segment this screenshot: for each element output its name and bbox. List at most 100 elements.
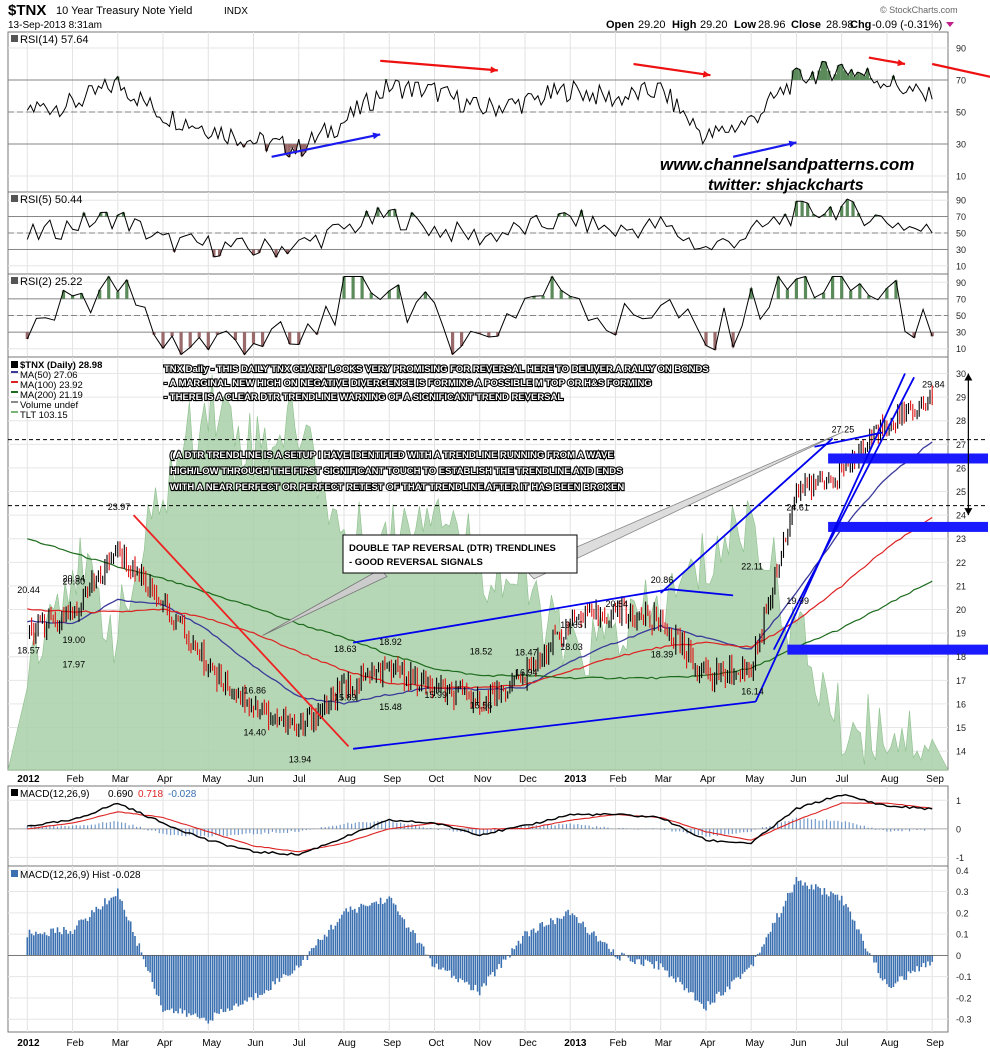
ytick-label: 10 — [956, 344, 966, 354]
ytick-label: 23 — [956, 534, 966, 544]
xaxis-month-label: Sep — [926, 1038, 944, 1049]
ytick-label: 16 — [956, 699, 966, 709]
rsi-legend-text: RSI(14) 57.64 — [20, 34, 88, 46]
ytick-label: 1 — [956, 796, 961, 806]
ytick-label: 30 — [956, 245, 966, 255]
macd-line-0 — [27, 793, 933, 856]
ytick-label: 10 — [956, 172, 966, 182]
header-svg: $TNX 10 Year Treasury Note Yield INDX 13… — [8, 2, 958, 31]
legend-swatch — [11, 381, 18, 383]
xaxis-month-label: 2013 — [564, 774, 587, 785]
xaxis-month-label: Feb — [67, 774, 85, 785]
price-point-label: 15.48 — [379, 702, 402, 712]
xaxis-month-label: Apr — [157, 1038, 173, 1049]
ytick-label: 26 — [956, 463, 966, 473]
ytick-label: 70 — [956, 294, 966, 304]
xaxis-month-label: Jun — [248, 774, 264, 785]
ytick-label: 25 — [956, 487, 966, 497]
price-point-label: 19.99 — [786, 596, 809, 606]
ytick-label: 19 — [956, 629, 966, 639]
chart-header: $TNX 10 Year Treasury Note Yield INDX 13… — [0, 0, 990, 32]
ytick-label: 0.3 — [956, 887, 969, 897]
price-point-label: 18.39 — [651, 650, 674, 660]
analysis-summary-line: TNX Daily - THIS DAILY TNX CHART LOOKS V… — [164, 364, 709, 375]
xaxis-month-label: Mar — [655, 1038, 673, 1049]
price-point-label: 18.03 — [560, 642, 583, 652]
xaxis-month-label: May — [202, 774, 221, 785]
chg-label: Chg — [850, 19, 871, 31]
ytick-label: 70 — [956, 212, 966, 222]
price-legend-item: MA(50) 27.06 — [20, 370, 78, 381]
price-point-label: 18.63 — [334, 644, 357, 654]
low-label: Low — [734, 19, 756, 31]
legend-swatch — [11, 411, 18, 413]
support-band-26 — [828, 453, 988, 464]
panel-frame-macd — [7, 785, 949, 867]
annotation-layer — [8, 56, 990, 750]
xaxis-month-label: Apr — [157, 774, 173, 785]
ytick-label: 10 — [956, 261, 966, 271]
divergence-arrow-red-head — [490, 66, 498, 74]
price-point-label: 22.11 — [741, 562, 763, 572]
ytick-label: -0.2 — [956, 993, 972, 1003]
hist-legend: MACD(12,26,9) Hist -0.028 — [11, 870, 141, 881]
divergence-arrow-blue-head — [788, 140, 797, 148]
xaxis-month-label: Feb — [609, 1038, 627, 1049]
divergence-arrow-blue-head — [372, 132, 381, 140]
arrow-up-icon — [964, 373, 973, 381]
open-label: Open — [606, 19, 634, 31]
price-point-label: 20.54 — [605, 599, 628, 609]
price-point-label: 18.52 — [470, 646, 493, 656]
xaxis-month-label: Jul — [836, 1038, 849, 1049]
macd-legend-item: 0.690 — [108, 789, 133, 800]
macd-legend-item: -0.028 — [168, 789, 197, 800]
xaxis-month-label: Sep — [383, 774, 401, 785]
symbol: $TNX — [8, 2, 46, 19]
blue-trendline — [352, 700, 756, 750]
ytick-label: 50 — [956, 229, 966, 239]
price-legend-item: $TNX (Daily) 28.98 — [20, 360, 102, 371]
price-point-label: 16.94 — [515, 668, 538, 678]
price-point-label: 24.61 — [786, 503, 809, 513]
xaxis-month-label: 2012 — [17, 774, 40, 785]
divergence-arrow-red-head — [897, 59, 906, 67]
price-point-label: 29.84 — [922, 379, 945, 389]
divergence-arrow-red — [380, 59, 498, 72]
support-band-23 — [828, 521, 988, 532]
dtr-explanation-line: HIGH/LOW THROUGH THE FIRST SIGNIFICANT T… — [170, 466, 622, 477]
rsi-legend-text: RSI(2) 25.22 — [20, 276, 82, 288]
legend-swatch — [11, 371, 18, 373]
macd-legend-item: 0.718 — [138, 789, 163, 800]
price-point-label: 20.94 — [63, 573, 86, 583]
divergence-arrow-blue — [271, 133, 381, 158]
price-point-label: 15.99 — [424, 690, 447, 700]
xaxis-month-label: Aug — [881, 1038, 899, 1049]
rsi-legend-rsi5: RSI(5) 50.44 — [11, 194, 82, 206]
close-label: Close — [791, 19, 821, 31]
ytick-label: 0.4 — [956, 866, 969, 876]
price-point-label: 13.94 — [289, 755, 312, 765]
ytick-label: 30 — [956, 140, 966, 150]
ytick-label: 0 — [956, 951, 961, 961]
rsi-overbought-fill-rsi2 — [61, 276, 898, 299]
twitter-branding: twitter: shjackcharts — [708, 177, 864, 194]
price-point-label: 17.97 — [63, 659, 86, 669]
ma-line-1 — [27, 441, 933, 705]
xaxis-month-label: Jun — [790, 774, 806, 785]
ytick-label: 27 — [956, 440, 966, 450]
analysis-summary-line: - THERE IS A CLEAR DTR TRENDLINE WARNING… — [164, 392, 563, 403]
price-point-label: 18.57 — [17, 645, 40, 655]
analysis-summary-line: - A MARGINAL NEW HIGH ON NEGATIVE DIVERG… — [164, 378, 652, 389]
high-value: 29.20 — [700, 19, 728, 31]
xaxis-month-label: Oct — [428, 1038, 444, 1049]
xaxis-month-label: Jul — [293, 774, 306, 785]
close-value: 28.98 — [826, 19, 854, 31]
xaxis-month-label: Aug — [338, 774, 356, 785]
rsi-legend-text: RSI(5) 50.44 — [20, 194, 82, 206]
xaxis-month-label: Mar — [655, 774, 673, 785]
price-point-label: 16.86 — [244, 686, 267, 696]
ytick-label: 18 — [956, 652, 966, 662]
ytick-label: 0.1 — [956, 930, 969, 940]
xaxis-month-label: Feb — [609, 774, 627, 785]
